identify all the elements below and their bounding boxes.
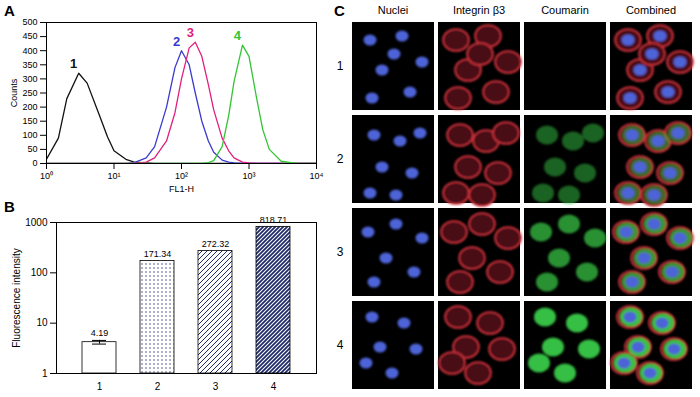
svg-text:10¹: 10¹ [107, 171, 120, 181]
html-text:C: C [334, 2, 345, 19]
svg-text:10²: 10² [175, 171, 188, 181]
svg-text:400: 400 [22, 46, 37, 56]
svg-text:100: 100 [22, 130, 37, 140]
svg-text:1: 1 [70, 56, 77, 71]
svg-text:10³: 10³ [242, 171, 255, 181]
svg-text:1: 1 [42, 368, 48, 379]
svg-text:4: 4 [234, 28, 242, 43]
svg-text:FL1-H: FL1-H [169, 184, 194, 194]
svg-text:3: 3 [213, 381, 219, 392]
svg-text:300: 300 [22, 74, 37, 84]
svg-text:450: 450 [22, 31, 37, 41]
svg-text:200: 200 [22, 102, 37, 112]
html-text:B: B [4, 198, 15, 215]
svg-text:1: 1 [337, 59, 344, 73]
svg-text:272.32: 272.32 [202, 239, 230, 249]
svg-text:818.71: 818.71 [260, 215, 288, 225]
svg-text:4: 4 [337, 338, 344, 352]
svg-text:4.19: 4.19 [91, 328, 109, 338]
svg-text:2: 2 [155, 381, 161, 392]
html-text:A: A [4, 2, 15, 19]
svg-text:0: 0 [32, 158, 37, 168]
svg-text:150: 150 [22, 116, 37, 126]
svg-text:Counts: Counts [9, 78, 19, 107]
svg-text:10: 10 [36, 317, 48, 328]
svg-text:Combined: Combined [626, 4, 676, 16]
svg-text:100: 100 [31, 267, 48, 278]
svg-text:50: 50 [27, 144, 37, 154]
svg-text:Integrin β3: Integrin β3 [453, 4, 505, 16]
svg-text:Fluorescence intensity: Fluorescence intensity [11, 248, 22, 348]
svg-text:Coumarin: Coumarin [541, 4, 589, 16]
svg-text:3: 3 [187, 25, 194, 40]
svg-text:3: 3 [337, 245, 344, 259]
svg-text:10⁴: 10⁴ [310, 171, 324, 181]
svg-text:250: 250 [22, 88, 37, 98]
svg-text:Nuclei: Nuclei [378, 4, 409, 16]
svg-text:2: 2 [173, 34, 180, 49]
svg-text:171.34: 171.34 [144, 249, 172, 259]
svg-text:1: 1 [97, 381, 103, 392]
svg-text:10⁰: 10⁰ [40, 171, 53, 181]
svg-text:350: 350 [22, 60, 37, 70]
svg-text:500: 500 [22, 17, 37, 27]
svg-text:2: 2 [337, 152, 344, 166]
svg-text:1000: 1000 [25, 217, 48, 228]
svg-text:4: 4 [271, 381, 277, 392]
